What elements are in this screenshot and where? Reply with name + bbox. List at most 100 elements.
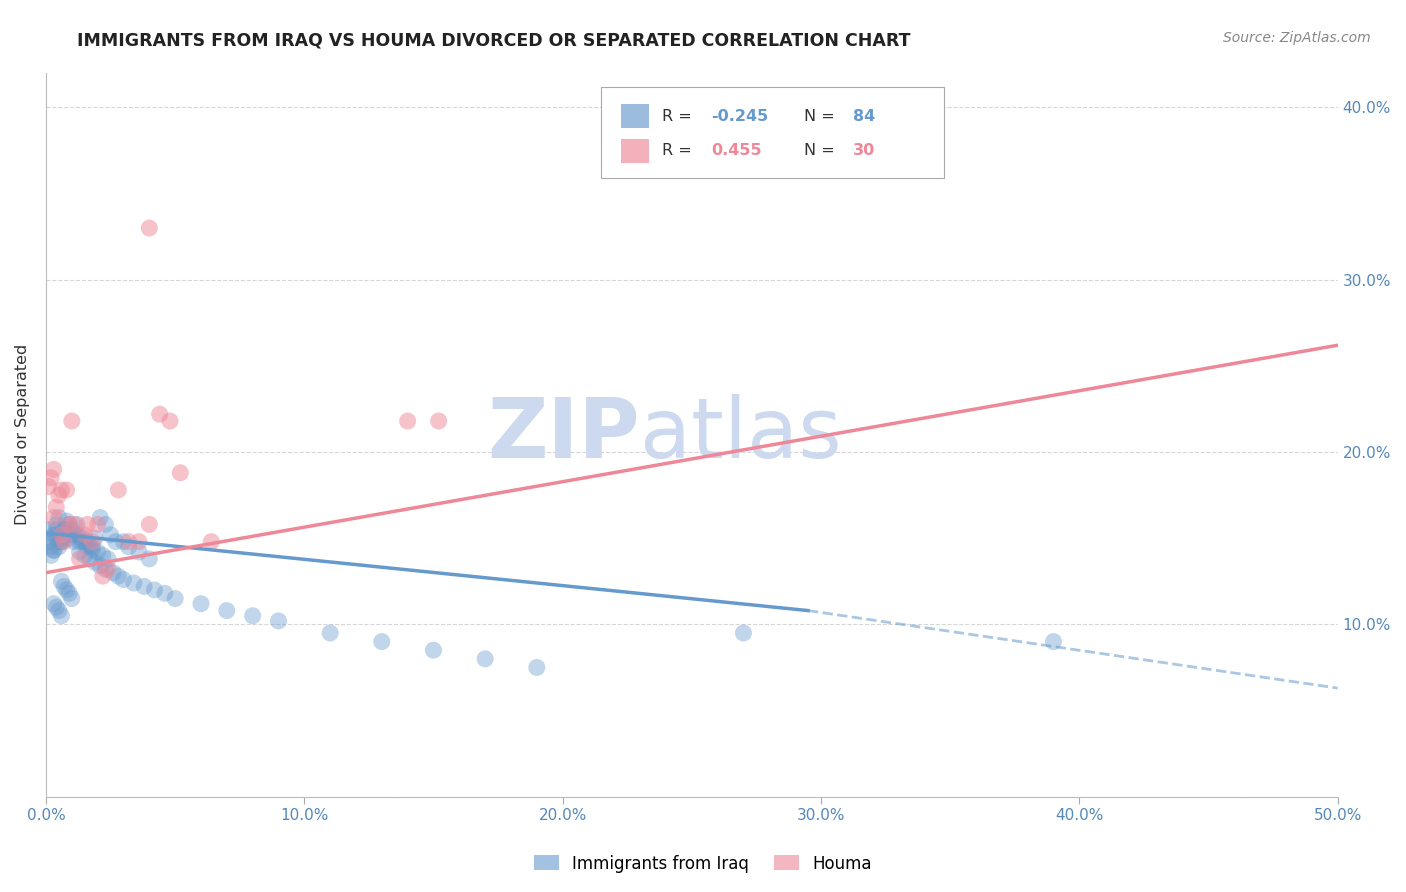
Point <box>63 534 86 549</box>
Point <box>51 574 73 589</box>
Point <box>112 534 135 549</box>
Text: ZIP: ZIP <box>488 394 640 475</box>
Point <box>45 600 67 615</box>
Point <box>55 523 77 537</box>
Point <box>122 576 145 591</box>
Bar <box>621 138 650 163</box>
Point <box>396 414 419 428</box>
Text: atlas: atlas <box>640 394 842 475</box>
Point <box>70 534 93 549</box>
Point <box>58 531 80 545</box>
Point <box>39 471 62 485</box>
Point <box>55 582 77 597</box>
Point <box>107 569 129 583</box>
Text: 84: 84 <box>853 109 876 123</box>
Point <box>138 517 160 532</box>
Point <box>39 549 62 563</box>
Point <box>53 534 76 549</box>
Point <box>82 543 104 558</box>
Point <box>138 221 160 235</box>
Point <box>73 549 96 563</box>
Point <box>104 534 127 549</box>
Point <box>82 540 104 554</box>
Point <box>97 562 120 576</box>
Point <box>427 414 450 428</box>
Point <box>51 608 73 623</box>
Point <box>79 552 101 566</box>
Point <box>48 488 70 502</box>
Point <box>94 562 117 576</box>
Point <box>42 543 65 558</box>
Point <box>101 566 124 580</box>
Point <box>117 534 139 549</box>
Point <box>165 591 187 606</box>
Point <box>66 517 89 532</box>
Text: N =: N = <box>804 144 839 159</box>
Point <box>89 558 111 573</box>
Text: N =: N = <box>804 109 839 123</box>
Point <box>55 483 77 497</box>
Point <box>45 500 67 515</box>
Point <box>42 462 65 476</box>
Point <box>128 534 150 549</box>
Point <box>149 407 172 421</box>
Text: Source: ZipAtlas.com: Source: ZipAtlas.com <box>1223 31 1371 45</box>
Point <box>143 582 166 597</box>
Point <box>42 543 65 558</box>
Point <box>200 534 222 549</box>
Point <box>422 643 444 657</box>
Point <box>76 540 98 554</box>
Point <box>319 626 342 640</box>
Point <box>53 579 76 593</box>
Point <box>97 552 120 566</box>
Point <box>215 604 238 618</box>
Point <box>51 483 73 497</box>
Point <box>100 528 122 542</box>
Point <box>51 534 73 549</box>
Bar <box>621 103 650 128</box>
Point <box>60 414 83 428</box>
Point <box>128 545 150 559</box>
Text: 30: 30 <box>853 144 876 159</box>
Point <box>42 510 65 524</box>
Point <box>45 523 67 537</box>
Point <box>86 545 108 559</box>
Point <box>53 523 76 537</box>
Point <box>474 652 496 666</box>
Point <box>79 540 101 554</box>
Point <box>48 540 70 554</box>
Text: R =: R = <box>662 109 697 123</box>
Point <box>86 517 108 532</box>
Point <box>60 523 83 537</box>
Point <box>107 483 129 497</box>
Point <box>1042 634 1064 648</box>
Point <box>45 528 67 542</box>
Point <box>42 597 65 611</box>
Point <box>39 540 62 554</box>
Point <box>84 555 107 569</box>
Legend: Immigrants from Iraq, Houma: Immigrants from Iraq, Houma <box>527 848 879 880</box>
Point <box>53 523 76 537</box>
Point <box>63 528 86 542</box>
FancyBboxPatch shape <box>602 87 943 178</box>
Point <box>76 534 98 549</box>
Text: R =: R = <box>662 144 702 159</box>
Point <box>63 517 86 532</box>
Point <box>66 528 89 542</box>
Text: -0.245: -0.245 <box>711 109 769 123</box>
Point <box>38 523 60 537</box>
Point <box>89 510 111 524</box>
Point <box>48 534 70 549</box>
Point <box>69 552 91 566</box>
Point <box>70 531 93 545</box>
Point <box>38 479 60 493</box>
Point <box>60 528 83 542</box>
Point <box>267 614 290 628</box>
Point <box>242 608 264 623</box>
Point <box>69 545 91 559</box>
Y-axis label: Divorced or Separated: Divorced or Separated <box>15 344 30 525</box>
Point <box>42 528 65 542</box>
Point <box>134 579 156 593</box>
Point <box>51 531 73 545</box>
Point <box>69 534 91 549</box>
